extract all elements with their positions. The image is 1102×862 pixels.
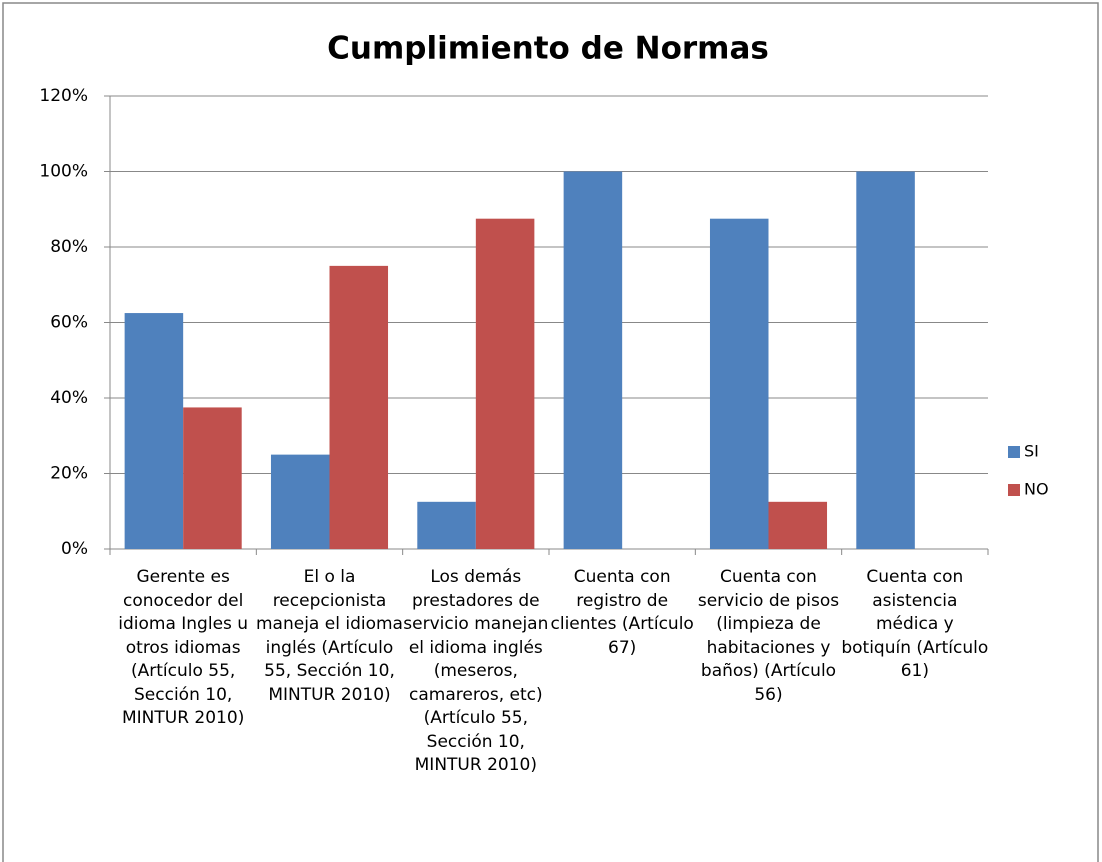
bar	[124, 313, 184, 549]
legend-swatch	[1008, 446, 1020, 458]
y-tick-label: 40%	[50, 388, 88, 408]
bar	[329, 265, 389, 549]
x-tick-label: El o la recepcionista maneja el idioma i…	[256, 567, 403, 705]
y-tick-label: 20%	[50, 464, 88, 484]
x-tick-label: Los demás prestadores de servicio maneja…	[403, 567, 549, 775]
bar	[856, 171, 915, 549]
x-tick-label: Gerente es conocedor del idioma Ingles u…	[118, 567, 249, 728]
y-tick-label: 120%	[39, 86, 88, 106]
bar	[768, 501, 828, 549]
y-tick-label: 60%	[50, 313, 88, 333]
y-tick-label: 0%	[61, 539, 88, 559]
bar	[183, 407, 242, 549]
bar	[709, 218, 769, 549]
bar	[417, 501, 476, 549]
x-tick-label: Cuenta con registro de clientes (Artícul…	[550, 567, 694, 658]
bar	[270, 454, 330, 549]
y-tick-label: 80%	[50, 237, 88, 257]
x-tick-label: Cuenta con asistencia médica y botiquín …	[841, 567, 989, 681]
chart-title: Cumplimiento de Normas	[327, 31, 769, 67]
legend-swatch	[1008, 484, 1020, 496]
y-tick-label: 100%	[39, 162, 88, 182]
bar	[475, 218, 535, 549]
bar	[563, 171, 623, 549]
legend-label: SI	[1024, 442, 1039, 461]
legend-label: NO	[1024, 480, 1049, 499]
x-tick-label: Cuenta con servicio de pisos (limpieza d…	[697, 567, 840, 705]
